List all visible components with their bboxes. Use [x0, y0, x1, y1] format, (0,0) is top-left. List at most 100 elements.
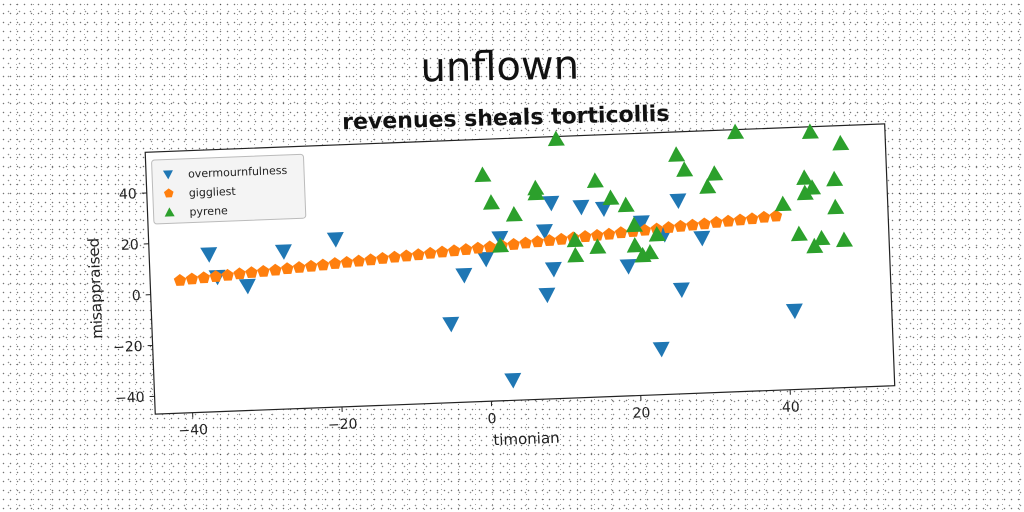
giggliest-point [674, 219, 687, 232]
pyrene-point [617, 196, 635, 213]
overmournfulness-point [669, 193, 687, 210]
giggliest-point [471, 241, 485, 254]
overmournfulness-point [544, 261, 562, 278]
pyrene-point [668, 146, 686, 162]
giggliest-point [221, 268, 234, 281]
giggliest-point [757, 210, 771, 223]
legend-label-pyrene: pyrene [189, 204, 228, 218]
pyrene-point [474, 166, 492, 183]
giggliest-point [328, 257, 342, 270]
y-tick-label: −20 [113, 339, 143, 356]
pyrene-point [676, 161, 694, 177]
giggliest-point [483, 240, 497, 253]
legend-label-overmournfulness: overmournfulness [188, 164, 288, 181]
pyrene-point [642, 244, 659, 260]
pyrene-point [790, 225, 808, 242]
legend-marker-pyrene [164, 207, 175, 217]
x-tick-label: 0 [487, 411, 497, 427]
giggliest-point [388, 250, 401, 263]
giggliest-point [638, 223, 651, 236]
giggliest-point [352, 254, 365, 267]
pyrene-point [832, 134, 850, 151]
pyrene-point [813, 229, 831, 246]
overmournfulness-point [542, 195, 560, 212]
giggliest-point [292, 261, 306, 273]
y-axis-ticks: −40 −20 0 20 40 [113, 186, 155, 407]
chart-marks [173, 123, 853, 389]
pyrene-point [796, 184, 814, 201]
overmournfulness-point [672, 282, 690, 299]
overmournfulness-point [572, 199, 590, 216]
x-axis-ticks: −40 −20 0 20 40 [178, 389, 800, 439]
giggliest-point [590, 229, 604, 241]
pyrene-point [699, 178, 717, 194]
pyrene-point [547, 130, 565, 147]
legend-label-giggliest: giggliest [189, 185, 237, 200]
giggliest-point [745, 212, 759, 225]
giggliest-point [769, 209, 783, 222]
giggliest-point [507, 238, 520, 250]
pyrene-point [626, 236, 644, 253]
overmournfulness-point [619, 258, 637, 275]
giggliest-point [257, 264, 270, 277]
y-tick-label: 40 [119, 186, 137, 203]
giggliest-point [364, 253, 377, 266]
y-axis-label: misappraised [84, 238, 106, 340]
giggliest-point [698, 217, 711, 230]
pyrene-point [801, 123, 819, 139]
giggliest-point [233, 267, 246, 280]
legend-marker-giggliest [163, 188, 174, 198]
giggliest-point [555, 232, 568, 245]
pyrene-point [586, 172, 604, 188]
giggliest-point [733, 213, 747, 226]
giggliest-point [531, 235, 544, 248]
pyrene-point [826, 170, 844, 187]
pyrene-point [602, 189, 620, 206]
giggliest-point [376, 251, 389, 264]
pyrene-point [492, 237, 510, 253]
y-tick-label: 0 [131, 288, 141, 304]
plot-area: −40 −20 0 20 40 −40 −20 0 20 40 timonian misappr… [84, 123, 896, 449]
pyrene-point [589, 238, 607, 255]
x-tick-label: −40 [178, 422, 208, 439]
pyrene-point [804, 179, 822, 195]
giggliest-point [185, 272, 199, 285]
giggliest-point [340, 255, 354, 268]
giggliest-point [435, 245, 449, 258]
overmournfulness-point [326, 232, 344, 248]
overmournfulness-point [442, 316, 460, 333]
overmournfulness-point [477, 251, 495, 268]
overmournfulness-point [785, 303, 803, 320]
overmournfulness-point [504, 372, 522, 389]
overmournfulness-point [538, 287, 556, 304]
giggliest-point [209, 270, 222, 283]
legend-markers [162, 170, 175, 217]
pyrene-point [827, 198, 845, 215]
giggliest-point [686, 218, 699, 231]
giggliest-point [722, 214, 735, 227]
chart-subtitle: revenues sheals torticollis [342, 102, 670, 136]
pyrene-point [482, 194, 500, 210]
y-tick-label: −40 [115, 390, 145, 407]
giggliest-point [459, 243, 473, 256]
giggliest-point [281, 262, 294, 275]
giggliest-point [173, 274, 187, 286]
overmournfulness-point [200, 247, 218, 263]
pyrene-point [505, 206, 523, 222]
giggliest-point [543, 234, 556, 246]
legend: overmournfulness giggliest pyrene [151, 153, 307, 225]
overmournfulness-point [238, 278, 256, 295]
giggliest-point [316, 258, 330, 271]
giggliest-point [424, 246, 437, 259]
pyrene-point [567, 246, 585, 263]
x-tick-label: 20 [632, 405, 650, 422]
pyrene-point [836, 231, 853, 248]
y-tick-label: 20 [121, 237, 139, 254]
overmournfulness-point [693, 230, 711, 247]
pyrene-point [648, 225, 666, 242]
overmournfulness-point [455, 267, 473, 284]
pyrene-point [774, 195, 792, 212]
giggliest-point [269, 263, 282, 276]
chart-title: unflown [420, 43, 579, 92]
giggliest-point [614, 226, 628, 239]
